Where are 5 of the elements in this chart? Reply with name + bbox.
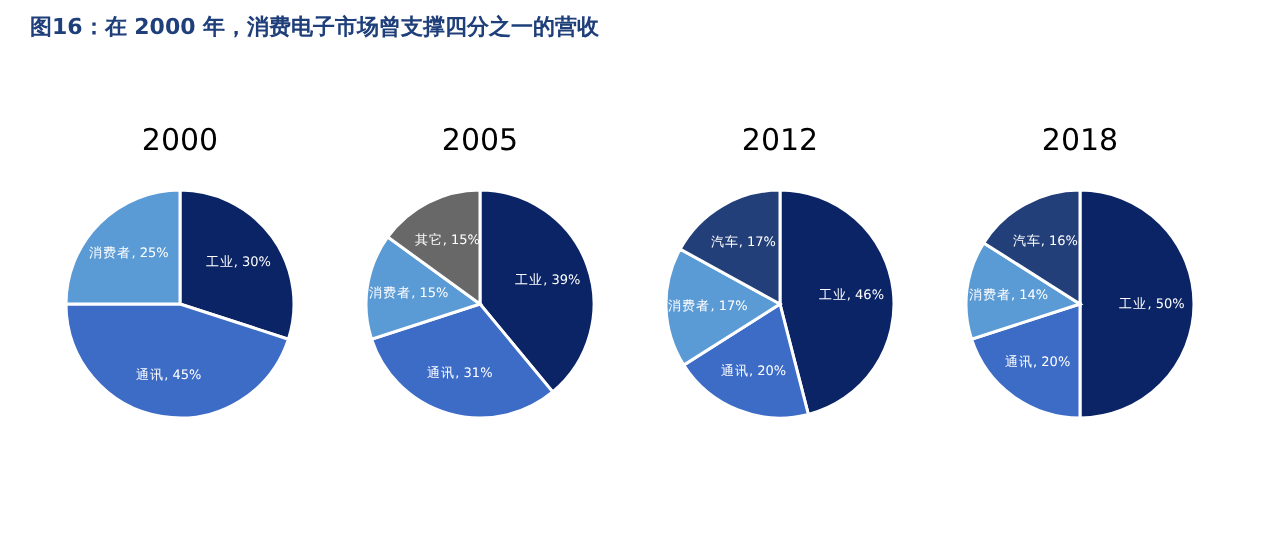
chart-title: 2005 xyxy=(441,122,519,158)
caption: 图16：在 2000 年，消费电子市场曾支撑四分之一的营收 xyxy=(30,14,602,40)
chart-title: 2000 xyxy=(141,122,219,158)
chart-title: 2018 xyxy=(1041,122,1119,158)
chart-title: 2012 xyxy=(741,122,819,158)
